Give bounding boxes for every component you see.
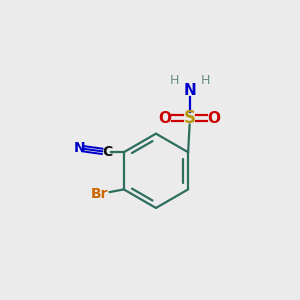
Text: Br: Br: [91, 187, 108, 201]
Text: C: C: [102, 145, 112, 159]
Text: O: O: [208, 110, 220, 125]
Text: H: H: [169, 74, 179, 87]
Text: H: H: [200, 74, 210, 87]
Text: S: S: [184, 109, 196, 127]
Text: N: N: [183, 83, 196, 98]
Text: N: N: [74, 141, 85, 155]
Text: O: O: [159, 110, 172, 125]
